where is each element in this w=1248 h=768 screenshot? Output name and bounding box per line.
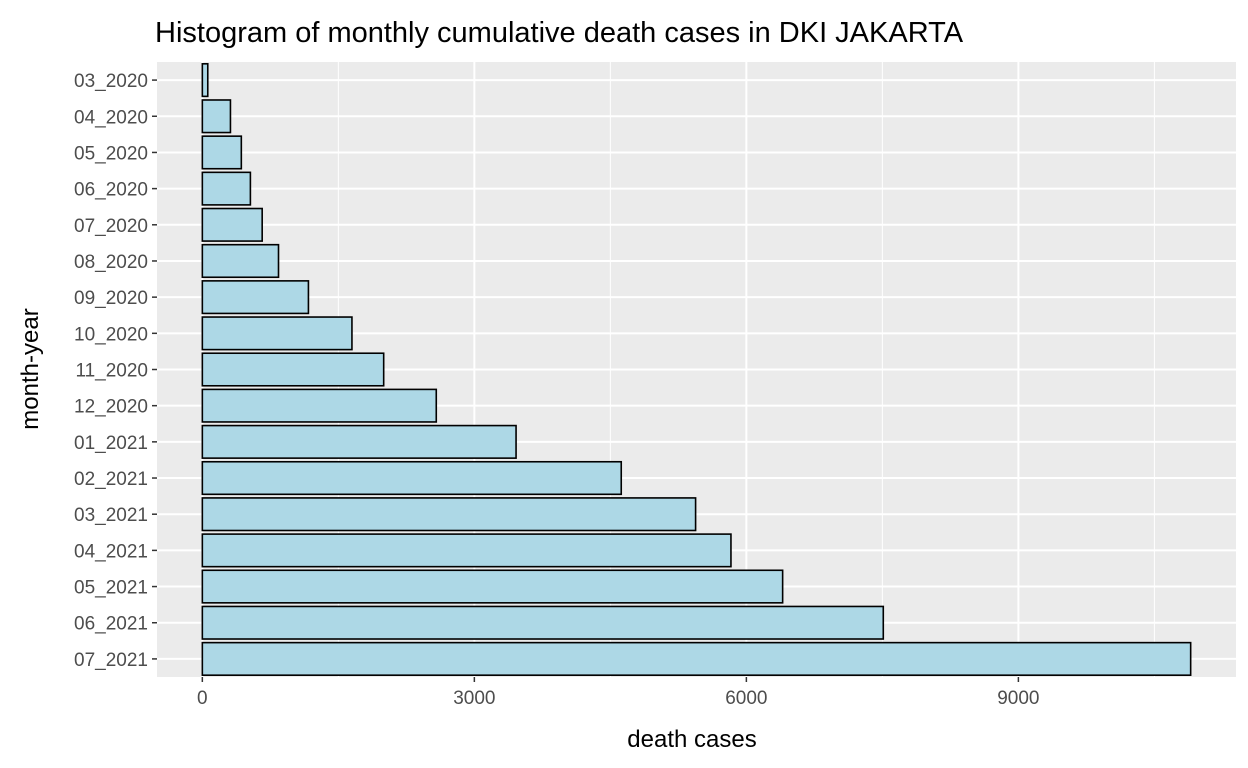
y-tick-label: 06_2021	[74, 614, 148, 635]
y-tick-label: 09_2020	[74, 288, 148, 309]
bar-03_2020	[201, 63, 209, 98]
bar-11_2020	[201, 352, 385, 387]
bar-10_2020	[201, 316, 353, 351]
bar-06_2021	[201, 605, 885, 640]
bar-12_2020	[201, 388, 438, 423]
bar-05_2021	[201, 569, 784, 604]
bar-07_2021	[201, 641, 1192, 676]
y-tick-label: 05_2021	[74, 578, 148, 599]
bar-01_2021	[201, 424, 517, 459]
y-tick-label: 08_2020	[74, 252, 148, 273]
y-tick-label: 01_2021	[74, 433, 148, 454]
bar-06_2020	[201, 171, 252, 206]
bar-09_2020	[201, 280, 310, 315]
y-tick-label: 07_2020	[74, 216, 148, 237]
y-tick-label: 04_2021	[74, 541, 148, 562]
x-tick-label: 6000	[725, 688, 767, 709]
y-axis: 03_2020 04_2020 05_2020 06_2020 07_2020 08_20…	[74, 71, 157, 671]
x-tick-label: 0	[197, 688, 208, 709]
bar-05_2020	[201, 135, 243, 170]
y-tick-label: 12_2020	[74, 397, 148, 418]
y-tick-label: 04_2020	[74, 107, 148, 128]
y-tick-label: 02_2021	[74, 469, 148, 490]
y-tick-label: 05_2020	[74, 143, 148, 164]
bars	[201, 63, 1192, 676]
y-tick-label: 07_2021	[74, 650, 148, 671]
y-tick-label: 11_2020	[75, 361, 148, 382]
y-tick-label: 03_2021	[74, 505, 148, 526]
y-tick-label: 03_2020	[74, 71, 148, 92]
bar-08_2020	[201, 243, 280, 279]
y-tick-label: 10_2020	[74, 324, 148, 345]
bar-03_2021	[201, 497, 697, 532]
bar-04_2021	[201, 533, 732, 568]
x-tick-label: 3000	[453, 688, 495, 709]
x-tick-label: 9000	[997, 688, 1039, 709]
bar-02_2021	[201, 460, 623, 496]
y-tick-label: 06_2020	[74, 180, 148, 201]
bar-07_2020	[201, 207, 263, 242]
y-axis-title: month-year	[17, 308, 44, 429]
bar-04_2020	[201, 99, 232, 134]
x-axis-title: death cases	[627, 726, 756, 753]
x-axis: 0 3000 6000 9000	[197, 677, 1040, 709]
chart-title: Histogram of monthly cumulative death ca…	[155, 17, 964, 49]
